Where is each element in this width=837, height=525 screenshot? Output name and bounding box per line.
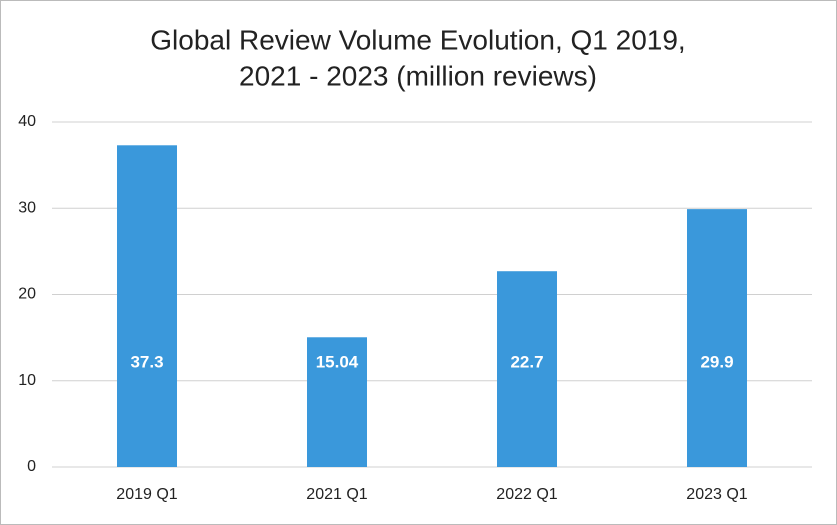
x-tick-label: 2019 Q1 bbox=[116, 486, 177, 503]
y-tick-label: 20 bbox=[18, 286, 36, 303]
y-tick-label: 10 bbox=[18, 372, 36, 389]
bar bbox=[117, 145, 177, 467]
value-label: 37.3 bbox=[130, 352, 163, 371]
chart-title: Global Review Volume Evolution, Q1 2019, bbox=[150, 24, 685, 55]
value-label: 29.9 bbox=[700, 352, 733, 371]
x-tick-label: 2022 Q1 bbox=[496, 486, 557, 503]
x-tick-label: 2023 Q1 bbox=[686, 486, 747, 503]
chart-title: 2021 - 2023 (million reviews) bbox=[239, 60, 597, 91]
x-tick-label: 2021 Q1 bbox=[306, 486, 367, 503]
y-tick-label: 0 bbox=[27, 458, 36, 475]
bar bbox=[687, 209, 747, 468]
value-label: 15.04 bbox=[316, 352, 359, 371]
value-label: 22.7 bbox=[510, 352, 543, 371]
bar bbox=[307, 337, 367, 467]
y-tick-label: 40 bbox=[18, 113, 36, 130]
y-tick-label: 30 bbox=[18, 199, 36, 216]
bar bbox=[497, 271, 557, 467]
